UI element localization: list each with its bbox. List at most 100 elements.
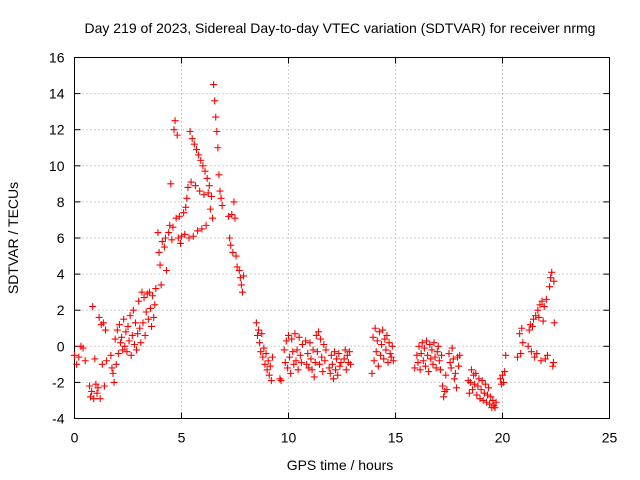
- data-point: [443, 386, 451, 394]
- data-point: [217, 194, 225, 202]
- data-point: [485, 384, 493, 392]
- data-point: [337, 359, 345, 367]
- data-point: [333, 355, 341, 363]
- data-point: [307, 355, 315, 363]
- data-point: [286, 353, 294, 361]
- data-point: [466, 378, 474, 386]
- data-point: [336, 362, 344, 370]
- data-point: [125, 337, 133, 345]
- data-point: [439, 382, 447, 390]
- y-tick-label: 12: [49, 122, 65, 138]
- data-point: [384, 359, 392, 367]
- data-point: [379, 326, 387, 334]
- tick-labels: 0 5 10 15 20 25 -4 -2 0 2 4 6 8 10 12 14 16: [49, 50, 618, 446]
- data-point: [214, 144, 222, 152]
- data-point: [154, 229, 162, 237]
- data-point: [335, 350, 343, 358]
- data-point: [124, 322, 132, 330]
- data-point: [136, 324, 144, 332]
- data-point: [288, 335, 296, 343]
- data-point: [144, 315, 152, 323]
- data-point: [203, 174, 211, 182]
- data-point: [235, 266, 243, 274]
- data-point: [546, 283, 554, 291]
- data-point: [160, 243, 168, 251]
- data-point: [414, 359, 422, 367]
- data-point: [541, 355, 549, 363]
- data-point: [191, 182, 199, 190]
- data-point: [331, 348, 339, 356]
- data-point: [99, 319, 107, 327]
- data-point: [492, 398, 500, 406]
- data-point: [383, 331, 391, 339]
- data-point: [232, 252, 240, 260]
- data-point: [156, 261, 164, 269]
- data-point: [496, 375, 504, 383]
- data-point: [176, 239, 184, 247]
- data-point: [117, 339, 125, 347]
- data-point: [233, 263, 241, 271]
- data-point: [297, 359, 305, 367]
- data-point: [71, 351, 78, 359]
- data-point: [267, 377, 275, 385]
- data-point: [381, 335, 389, 343]
- data-point: [550, 277, 558, 285]
- data-point: [428, 346, 436, 354]
- data-point: [120, 315, 128, 323]
- data-point: [373, 337, 381, 345]
- data-point: [188, 135, 196, 143]
- data-point: [420, 344, 428, 352]
- data-point: [178, 232, 185, 240]
- data-point: [319, 368, 327, 376]
- data-point: [321, 357, 329, 365]
- data-point: [451, 369, 459, 377]
- data-point: [92, 380, 100, 388]
- data-point: [225, 212, 233, 220]
- data-point: [519, 339, 527, 347]
- data-point: [114, 350, 122, 358]
- data-point: [448, 344, 456, 352]
- data-point: [256, 339, 264, 347]
- data-point: [260, 344, 268, 352]
- data-point: [73, 360, 81, 368]
- data-point: [513, 353, 521, 361]
- data-point: [236, 274, 244, 282]
- data-point: [294, 366, 302, 374]
- y-axis-label: SDTVAR / TECUs: [5, 182, 21, 294]
- data-point: [411, 364, 419, 372]
- data-point: [312, 331, 320, 339]
- data-point: [157, 281, 165, 289]
- data-point: [491, 404, 499, 412]
- data-point: [543, 351, 551, 359]
- data-point: [115, 321, 123, 329]
- data-point: [240, 272, 248, 280]
- data-point: [91, 355, 99, 363]
- data-point: [94, 384, 102, 392]
- data-point: [455, 362, 463, 370]
- data-point: [535, 313, 543, 321]
- data-point: [150, 313, 158, 321]
- data-point: [140, 294, 148, 302]
- data-point: [442, 371, 450, 379]
- plot-frame: [74, 57, 610, 419]
- data-point: [171, 117, 179, 125]
- data-point: [377, 351, 385, 359]
- data-point: [368, 369, 376, 377]
- data-point: [258, 330, 266, 338]
- data-point: [121, 342, 129, 350]
- data-point: [202, 221, 210, 229]
- x-tick-label: 0: [71, 430, 79, 446]
- data-point: [169, 223, 177, 231]
- data-point: [533, 350, 541, 358]
- data-point: [329, 375, 337, 383]
- data-point: [539, 317, 547, 325]
- data-point: [137, 339, 145, 347]
- data-point: [456, 351, 464, 359]
- data-point: [170, 126, 178, 134]
- data-point: [432, 364, 440, 372]
- data-point: [325, 364, 333, 372]
- data-point: [372, 348, 380, 356]
- data-point: [538, 297, 546, 305]
- x-tick-label: 20: [495, 430, 511, 446]
- data-point: [332, 366, 340, 374]
